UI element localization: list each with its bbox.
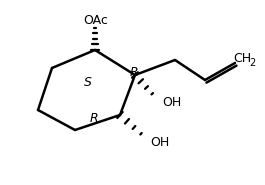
Text: OH: OH — [162, 97, 181, 110]
Text: 2: 2 — [249, 58, 255, 68]
Text: OAc: OAc — [83, 14, 108, 27]
Text: CH: CH — [233, 51, 251, 65]
Text: R: R — [130, 65, 139, 78]
Text: OH: OH — [150, 137, 169, 149]
Text: R: R — [90, 112, 98, 125]
Text: S: S — [84, 75, 92, 88]
